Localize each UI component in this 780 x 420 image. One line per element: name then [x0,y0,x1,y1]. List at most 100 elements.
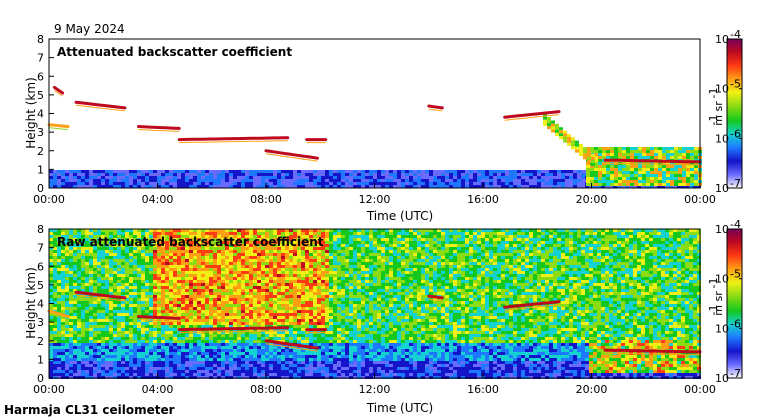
backscatter-cell [209,304,213,307]
backscatter-cell [141,265,145,268]
backscatter-cell [81,331,85,334]
backscatter-cell [189,268,193,271]
backscatter-cell [553,185,557,188]
backscatter-cell [257,173,261,176]
backscatter-cell [305,259,309,262]
backscatter-cell [109,328,113,331]
backscatter-cell [638,153,642,156]
backscatter-cell [690,165,694,168]
backscatter-cell [253,304,257,307]
backscatter-cell [610,150,614,153]
backscatter-cell [173,349,177,352]
backscatter-cell [97,283,101,286]
backscatter-cell [145,310,149,313]
backscatter-cell [193,277,197,280]
backscatter-cell [321,358,325,361]
backscatter-cell [117,256,121,259]
backscatter-cell [225,292,229,295]
backscatter-cell [201,259,205,262]
backscatter-cell [149,304,153,307]
backscatter-cell [213,307,217,310]
backscatter-cell [301,343,305,346]
backscatter-cell [289,355,293,358]
backscatter-cell [193,289,197,292]
backscatter-cell [137,253,141,256]
backscatter-cell [313,316,317,319]
backscatter-cell [69,322,73,325]
backscatter-cell [321,352,325,355]
backscatter-cell [273,355,277,358]
backscatter-cell [265,268,269,271]
backscatter-cell [622,177,626,180]
backscatter-cell [273,292,277,295]
backscatter-cell [217,337,221,340]
backscatter-cell [591,154,595,158]
backscatter-cell [189,322,193,325]
backscatter-cell [297,352,301,355]
backscatter-cell [317,355,321,358]
backscatter-cell [229,295,233,298]
backscatter-cell [149,370,153,373]
backscatter-cell [257,247,261,250]
backscatter-cell [141,310,145,313]
backscatter-cell [233,298,237,301]
backscatter-cell [137,343,141,346]
backscatter-cell [125,313,129,316]
backscatter-cell [233,352,237,355]
backscatter-cell [161,244,165,247]
backscatter-cell [617,185,621,188]
backscatter-cell [113,361,117,364]
backscatter-cell [317,301,321,304]
backscatter-cell [53,328,57,331]
backscatter-cell [233,274,237,277]
backscatter-cell [117,355,121,358]
backscatter-cell [65,277,69,280]
backscatter-cell [273,373,277,376]
backscatter-cell [269,331,273,334]
backscatter-cell [469,179,473,182]
backscatter-cell [133,370,137,373]
backscatter-cell [109,319,113,322]
backscatter-cell [157,235,161,238]
backscatter-cell [229,232,233,235]
backscatter-cell [658,162,662,165]
backscatter-cell [253,298,257,301]
backscatter-cell [321,271,325,274]
backscatter-cell [209,367,213,370]
backscatter-cell [321,259,325,262]
backscatter-cell [265,253,269,256]
backscatter-cell [285,232,289,235]
backscatter-cell [181,259,185,262]
backscatter-cell [281,331,285,334]
backscatter-cell [69,310,73,313]
backscatter-cell [181,286,185,289]
backscatter-cell [97,313,101,316]
backscatter-cell [618,171,622,174]
backscatter-cell [217,256,221,259]
backscatter-cell [93,319,97,322]
backscatter-cell [53,247,57,250]
backscatter-cell [293,238,297,241]
backscatter-cell [301,277,305,280]
backscatter-cell [309,259,313,262]
backscatter-cell [105,229,109,232]
backscatter-cell [133,331,137,334]
backscatter-cell [281,244,285,247]
backscatter-cell [89,244,93,247]
backscatter-cell [253,265,257,268]
backscatter-cell [209,295,213,298]
backscatter-cell [305,253,309,256]
backscatter-cell [253,322,257,325]
backscatter-cell [105,289,109,292]
backscatter-cell [93,173,97,176]
backscatter-cell [165,271,169,274]
backscatter-cell [285,241,289,244]
backscatter-cell [81,289,85,292]
backscatter-cell [413,176,417,179]
backscatter-cell [101,238,105,241]
backscatter-cell [89,283,93,286]
backscatter-cell [630,180,634,183]
backscatter-cell [105,346,109,349]
backscatter-cell [293,268,297,271]
backscatter-cell [485,182,489,185]
